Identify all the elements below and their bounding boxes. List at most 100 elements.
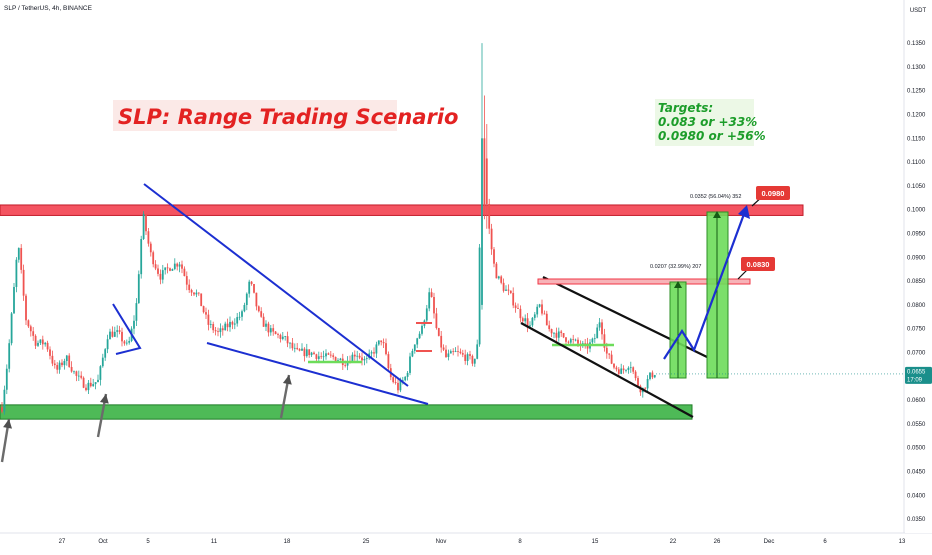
candle-body [137,274,140,304]
candle-body [507,289,510,291]
candle-body [161,270,164,280]
target2-price-badge [756,186,790,200]
candle-body [332,355,335,357]
candle-body [188,284,191,291]
candle-body [358,355,361,358]
target1-measure-label: 0.0207 (32.99%) 207 [650,264,701,270]
candle-body [397,382,399,391]
candle-body [577,339,579,344]
candle-body [521,318,524,322]
targets-line: Targets: [658,101,713,115]
candle-body [481,138,483,305]
candle-body [236,317,239,324]
candle-body [178,264,181,267]
candle-body [644,387,647,389]
y-axis-bg [905,0,932,533]
y-tick-label: 0.1300 [907,65,926,71]
candle-body [82,377,85,388]
candle-body [224,323,227,331]
candle-body [152,252,155,265]
projected-path [663,213,746,360]
candle-body [44,342,47,345]
candle-body [385,343,387,355]
candle-body [596,327,599,339]
candle-body [418,333,421,339]
candle-body [392,377,395,383]
target1-zone [537,278,751,285]
candle-body [401,380,404,382]
candle-body [404,376,407,381]
candle-body [653,375,656,378]
y-tick-label: 0.1150 [907,136,926,142]
candle-body [519,308,522,319]
candle-body [231,321,234,325]
candle-body [512,293,515,306]
x-tick-label: 27 [59,539,66,545]
candle-body [265,323,267,327]
candle-body [593,338,596,340]
candle-body [591,338,594,343]
candle-body [185,276,188,285]
candle-body [615,367,618,370]
candle-body [293,347,296,349]
y-tick-label: 0.1200 [907,113,926,119]
candle-body [193,292,195,295]
candle-body [291,342,294,349]
candle-body [255,292,258,307]
candle-body [15,259,18,287]
candle-body [476,344,479,359]
candle-body [605,347,608,354]
candle-body [464,354,467,361]
candle-body [356,355,359,357]
y-tick-label: 0.0600 [907,398,926,404]
candle-body [200,293,203,307]
candle-body [550,329,553,334]
candle-body [207,314,210,325]
candle-body [478,247,481,345]
candle-body [500,276,503,283]
candle-body [298,349,301,351]
candle-body [104,349,107,358]
candle-body [603,334,606,348]
candle-body [25,295,27,321]
currency-label: USDT [910,8,927,14]
candle-body [142,213,145,239]
candle-body [320,356,323,358]
candle-body [514,305,517,308]
candle-body [613,363,615,368]
candle-body [190,290,193,293]
candle-body [63,360,66,366]
candle-body [212,324,215,331]
candle-body [387,354,390,369]
title-box [113,100,397,131]
candle-body [353,354,356,357]
candle-body [1,407,3,412]
y-tick-label: 0.1000 [907,208,926,214]
candle-body [13,286,15,314]
candle-body [303,348,306,357]
candle-body [70,366,73,372]
candle-body [625,369,627,371]
candle-body [435,313,438,329]
candle-body [637,378,639,386]
candle-body [365,358,368,359]
support-arrowhead [282,375,292,385]
candle-body [483,138,486,205]
candle-body [140,238,143,275]
support-arrowhead [3,419,12,429]
y-tick-label: 0.0800 [907,303,926,309]
candle-body [433,297,435,314]
candle-body [646,379,649,389]
candle-body [46,342,49,350]
candle-body [205,312,207,315]
candle-body [425,308,428,321]
candle-body [557,331,560,338]
candle-body [27,320,30,327]
y-tick-label: 0.1350 [907,41,926,47]
candle-body [538,304,541,307]
y-tick-label: 0.1100 [907,160,926,166]
candle-body [437,328,440,336]
candle-body [313,352,315,355]
candle-body [97,379,99,383]
